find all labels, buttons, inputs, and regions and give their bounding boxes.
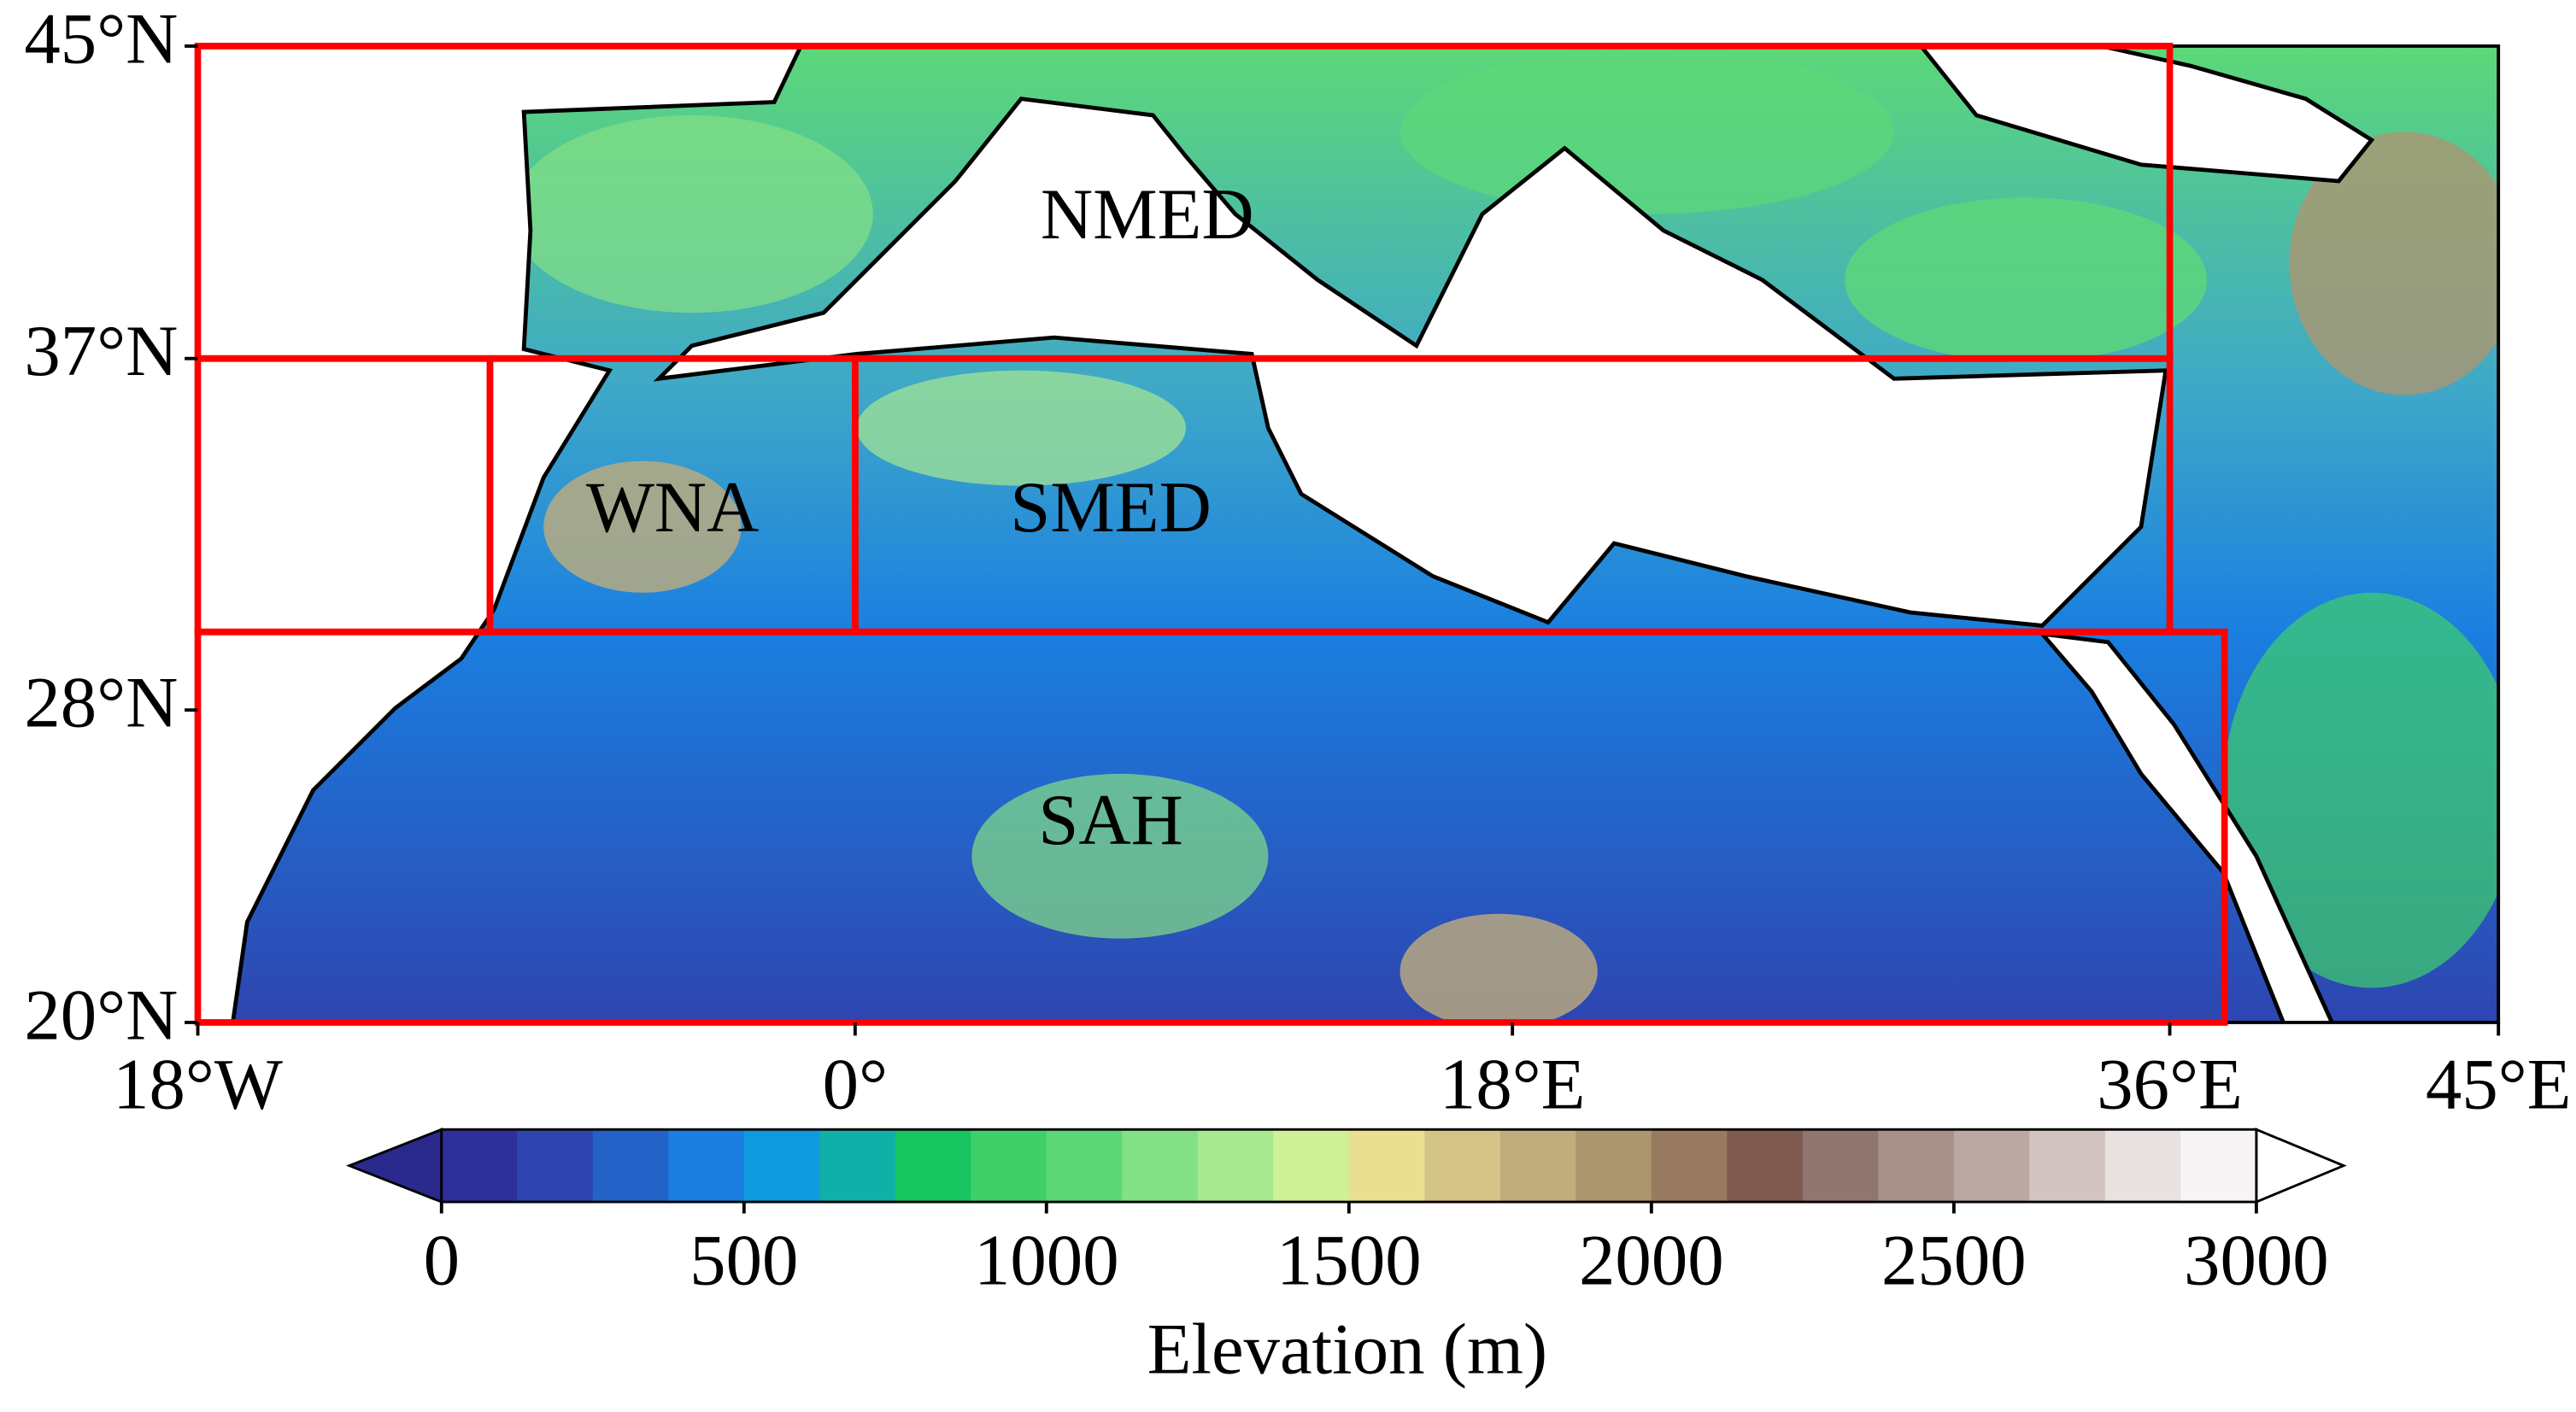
- x-tick-label: 36°E: [2097, 1044, 2243, 1124]
- terrain-patch: [1844, 197, 2208, 363]
- x-tick-label: 0°: [823, 1044, 888, 1124]
- colorbar-bin: [743, 1129, 821, 1203]
- terrain: [197, 45, 2499, 1022]
- colorbar-bin: [1727, 1129, 1804, 1203]
- colorbar-bin: [1348, 1129, 1426, 1203]
- atlantic: [197, 45, 804, 1022]
- colorbar-bin: [1273, 1129, 1350, 1203]
- colorbar-bin: [1576, 1129, 1652, 1203]
- mediterranean: [653, 97, 2168, 628]
- colorbar-bin: [1878, 1129, 1955, 1203]
- x-tick-label: 18°E: [1440, 1044, 1586, 1124]
- colorbar-bin: [1953, 1129, 2031, 1203]
- colorbar-tick-label: 0: [424, 1221, 460, 1301]
- terrain-patch: [510, 114, 873, 313]
- y-tick-label: 20°N: [24, 975, 178, 1055]
- region-label: SAH: [1038, 780, 1183, 860]
- region-box: [194, 628, 2228, 1026]
- colorbar-bin: [668, 1129, 745, 1203]
- region-label: SMED: [1010, 467, 1212, 548]
- colorbar-bin: [895, 1129, 972, 1203]
- colorbar-tick-label: 3000: [2184, 1221, 2329, 1301]
- colorbar-bin: [1802, 1129, 1880, 1203]
- terrain-patch: [1399, 49, 1894, 214]
- colorbar-bin: [1499, 1129, 1577, 1203]
- colorbar-bin: [1651, 1129, 1728, 1203]
- y-tick-label: 28°N: [24, 663, 178, 743]
- x-tick-label: 45°E: [2426, 1044, 2572, 1124]
- terrain-patch: [543, 460, 742, 593]
- colorbar-bin: [1197, 1129, 1275, 1203]
- red-sea: [2037, 630, 2334, 1022]
- colorbar-over: [2255, 1128, 2347, 1204]
- region-label: WNA: [586, 467, 760, 548]
- region-label: NMED: [1041, 174, 1254, 255]
- colorbar-bin: [592, 1129, 670, 1203]
- colorbar-tick-label: 1000: [974, 1221, 1119, 1301]
- colorbar-under: [345, 1128, 443, 1204]
- terrain-patch: [856, 370, 1186, 486]
- colorbar-bin: [1046, 1129, 1124, 1203]
- colorbar-bin: [1424, 1129, 1501, 1203]
- y-tick-label: 37°N: [24, 311, 178, 391]
- terrain-patch: [2289, 132, 2499, 395]
- black-sea: [1918, 45, 2375, 184]
- terrain-patch: [1399, 913, 1598, 1022]
- colorbar-bin: [2104, 1129, 2182, 1203]
- colorbar-bin: [971, 1129, 1047, 1203]
- terrain-patch: [971, 773, 1269, 939]
- colorbar-tick-label: 2000: [1579, 1221, 1724, 1301]
- sea: [197, 45, 2375, 1022]
- colorbar-bin: [2180, 1129, 2257, 1203]
- colorbar-bin: [819, 1129, 896, 1203]
- colorbar-tick-label: 1500: [1276, 1221, 1422, 1301]
- colorbar-tick-label: 2500: [1881, 1221, 2027, 1301]
- terrain-patch: [2223, 592, 2499, 988]
- colorbar-bin: [441, 1129, 519, 1203]
- colorbar-tick-label: 500: [689, 1221, 798, 1301]
- colorbar-bin: [517, 1129, 594, 1203]
- colorbar-label: Elevation (m): [1147, 1309, 1548, 1390]
- y-tick-label: 45°N: [24, 0, 178, 79]
- colorbar-bin: [1122, 1129, 1199, 1203]
- colorbar-bin: [2029, 1129, 2106, 1203]
- x-tick-label: 18°W: [113, 1044, 283, 1124]
